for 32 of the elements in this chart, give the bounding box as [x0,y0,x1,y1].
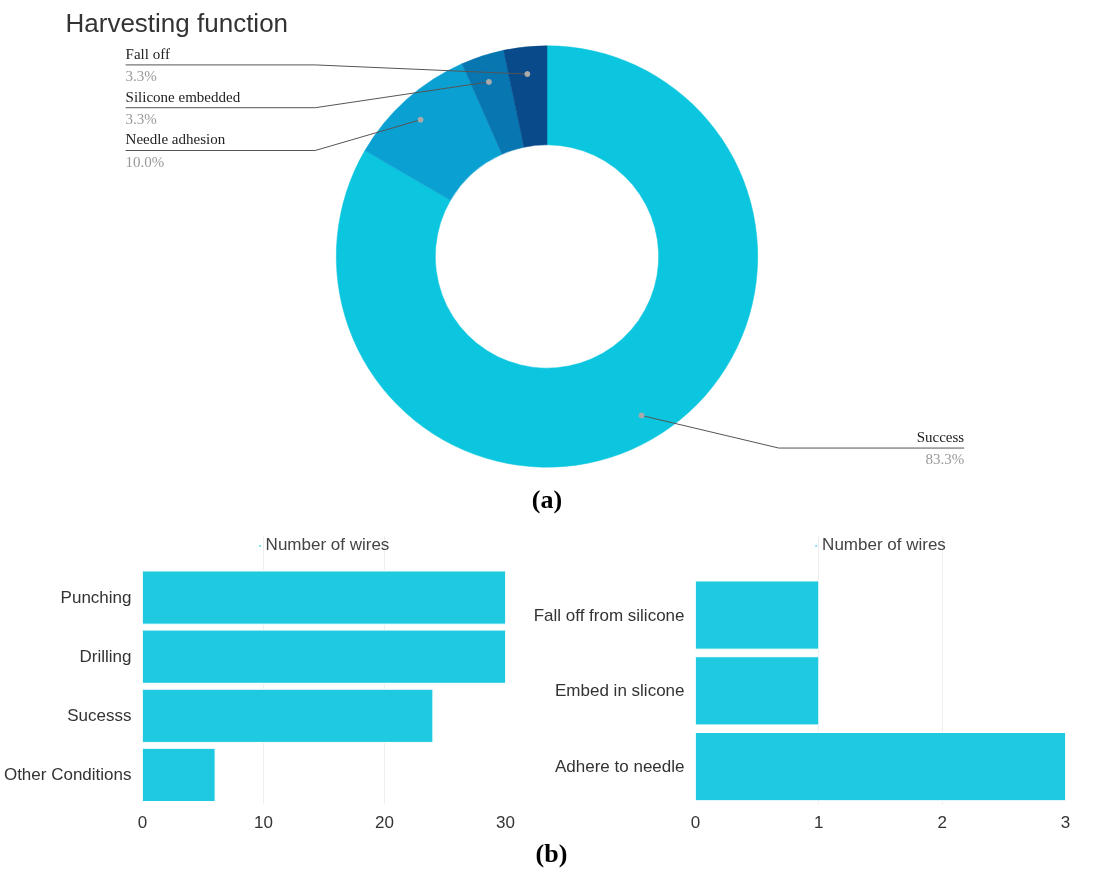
data-label: 3.3% [125,110,157,127]
slice-label: Silicone embedded [125,88,241,105]
x-tick-label: 10 [254,812,273,832]
bar [142,570,506,625]
slice-label: Needle adhesion [125,131,226,148]
y-tick-label: Fall off from silicone [533,605,685,625]
text: (b) [535,838,568,870]
data-label: 3.3% [125,67,157,84]
slice-label: Success [916,429,965,445]
y-tick-label: Punching [60,588,132,608]
bar [142,688,434,743]
y-tick-label: Embed in slicone [555,681,685,701]
x-tick-label: 1 [814,812,824,832]
bar [142,629,506,684]
slice-label: Fall off [125,45,170,62]
y-tick-label: Drilling [79,647,132,667]
legend-label: Number of wires [822,535,946,555]
chart-title: Harvesting function [65,7,289,38]
x-tick-label: 3 [1060,812,1071,832]
y-tick-label: Other Conditions [3,765,132,785]
x-tick-label: 2 [937,812,947,832]
data-label: 83.3% [925,451,965,468]
y-tick-label: Adhere to needle [555,757,685,777]
y-tick-label: Sucesss [67,706,132,726]
x-tick-label: 20 [375,812,394,832]
legend-label: Number of wires [265,535,390,555]
text: (a) [531,484,563,514]
x-tick-label: 30 [496,812,515,832]
data-label: 10.0% [125,153,165,170]
bar [142,747,216,803]
x-tick-label: 0 [690,812,701,832]
x-tick-label: 0 [137,812,148,832]
